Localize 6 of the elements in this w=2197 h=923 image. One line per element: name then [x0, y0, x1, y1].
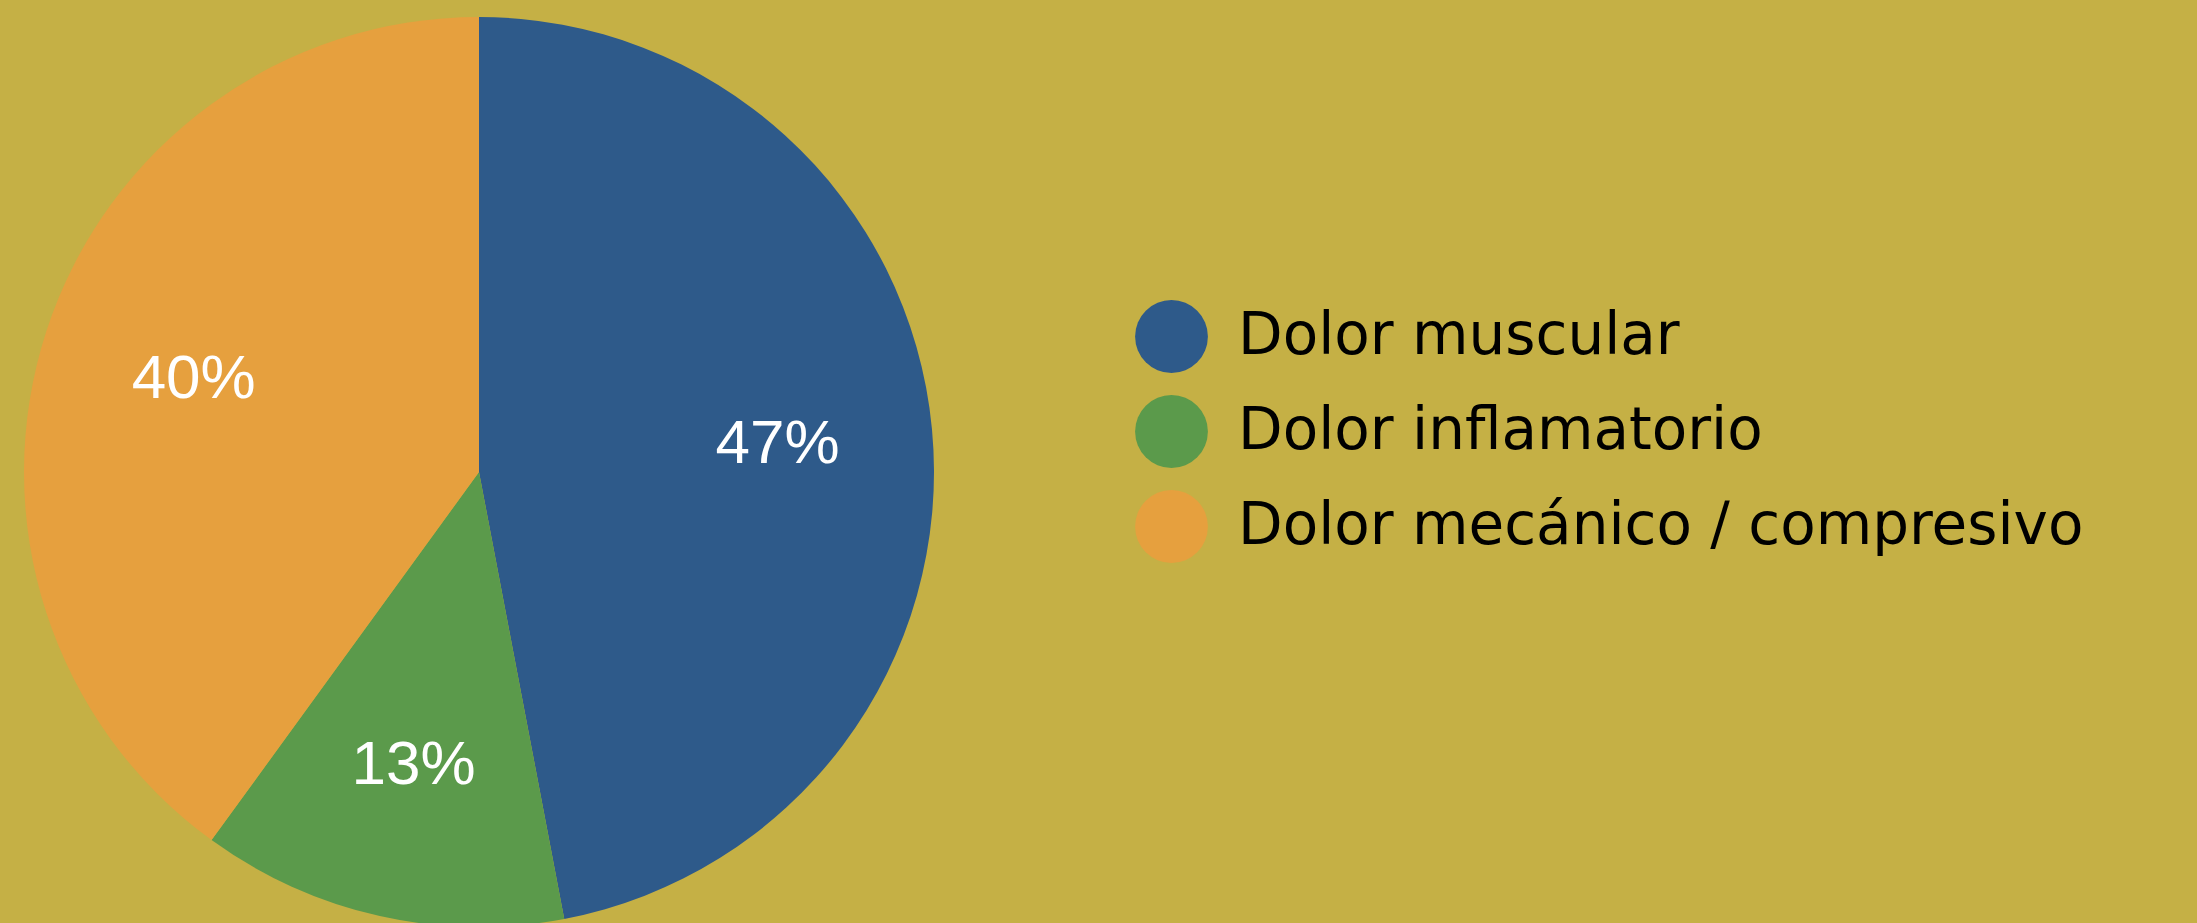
legend-label: Dolor mecánico / compresivo	[1238, 489, 2084, 558]
legend-label: Dolor muscular	[1238, 299, 1680, 368]
data-label: 13%	[351, 727, 476, 797]
data-label: 40%	[131, 342, 256, 412]
legend-label: Dolor inflamatorio	[1238, 394, 1763, 463]
data-label: 47%	[715, 406, 840, 476]
